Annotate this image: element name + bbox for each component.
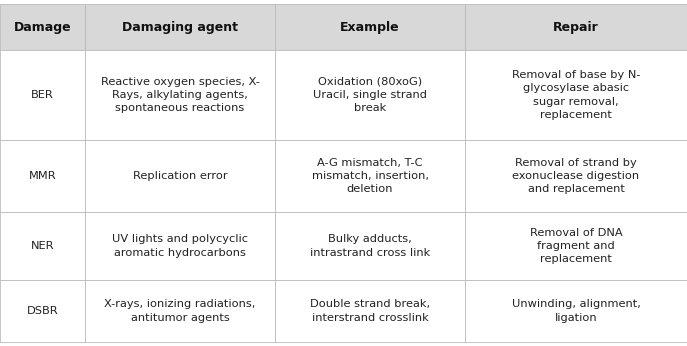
Text: Example: Example [340,20,400,34]
Text: Repair: Repair [553,20,599,34]
Bar [465,280,687,342]
Bar [275,212,465,280]
Bar [0,50,85,140]
Bar [465,4,687,50]
Text: Replication error: Replication error [133,171,227,181]
Text: Reactive oxygen species, X-
Rays, alkylating agents,
spontaneous reactions: Reactive oxygen species, X- Rays, alkyla… [100,77,260,113]
Text: Removal of strand by
exonuclease digestion
and replacement: Removal of strand by exonuclease digesti… [513,158,640,194]
Bar [0,4,85,50]
Text: Damage: Damage [14,20,71,34]
Bar [275,140,465,212]
Bar [465,140,687,212]
Text: Double strand break,
interstrand crosslink: Double strand break, interstrand crossli… [310,299,430,322]
Bar [85,212,275,280]
Bar [85,280,275,342]
Text: A-G mismatch, T-C
mismatch, insertion,
deletion: A-G mismatch, T-C mismatch, insertion, d… [311,158,429,194]
Bar [85,4,275,50]
Text: Unwinding, alignment,
ligation: Unwinding, alignment, ligation [512,299,640,322]
Bar [275,50,465,140]
Bar [275,280,465,342]
Text: MMR: MMR [29,171,56,181]
Bar [465,50,687,140]
Text: BER: BER [31,90,54,100]
Text: Bulky adducts,
intrastrand cross link: Bulky adducts, intrastrand cross link [310,234,430,258]
Bar [0,280,85,342]
Bar [0,212,85,280]
Text: Removal of DNA
fragment and
replacement: Removal of DNA fragment and replacement [530,228,622,264]
Text: X-rays, ionizing radiations,
antitumor agents: X-rays, ionizing radiations, antitumor a… [104,299,256,322]
Text: Removal of base by N-
glycosylase abasic
sugar removal,
replacement: Removal of base by N- glycosylase abasic… [512,70,640,120]
Bar [85,140,275,212]
Text: Damaging agent: Damaging agent [122,20,238,34]
Text: NER: NER [31,241,54,251]
Bar [85,50,275,140]
Bar [465,212,687,280]
Text: DSBR: DSBR [27,306,58,316]
Text: Oxidation (80xoG)
Uracil, single strand
break: Oxidation (80xoG) Uracil, single strand … [313,77,427,113]
Bar [0,140,85,212]
Bar [275,4,465,50]
Text: UV lights and polycyclic
aromatic hydrocarbons: UV lights and polycyclic aromatic hydroc… [112,234,248,258]
